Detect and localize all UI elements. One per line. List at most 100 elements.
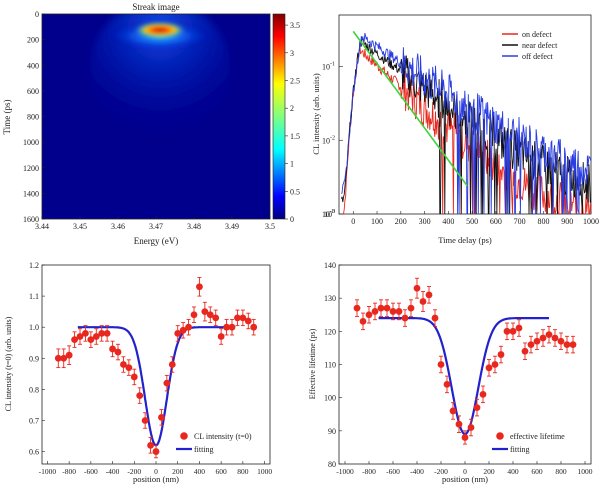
data-point — [130, 373, 138, 381]
streak-x-label: Energy (eV) — [134, 236, 179, 246]
lifetime-y-label: Effective lifetime (ps) — [308, 328, 317, 399]
intensity-panel: -1000 -800 -600 -400 -200 0 200 400 600 800 1000 0… — [4, 261, 272, 484]
data-point — [244, 317, 252, 325]
data-point — [491, 361, 499, 368]
x-tick-label: 600 — [531, 467, 543, 476]
data-point — [185, 323, 192, 331]
x-tick-label: 3.44 — [35, 222, 49, 231]
data-point — [419, 298, 427, 305]
legend-marker-cl-intensity — [180, 432, 188, 440]
streak-x-ticks: 3.44 3.45 3.46 3.47 3.48 3.49 3.5 — [35, 216, 275, 231]
streak-panel: Streak image 3.44 3.45 3.46 3.47 3.48 3.49 3.5… — [2, 2, 300, 246]
colorbar-tick-label: 3 — [290, 49, 294, 58]
data-point — [455, 420, 463, 428]
x-tick-label: 3.49 — [225, 222, 239, 231]
x-tick-label: 3.48 — [187, 222, 201, 231]
x-tick-label: 3.5 — [265, 222, 275, 231]
intensity-y-ticks: 0.6 0.7 0.8 0.9 1.0 1.1 1.2 — [29, 261, 45, 457]
data-point — [114, 348, 122, 356]
data-point — [109, 345, 116, 353]
data-point — [136, 392, 144, 399]
data-point — [503, 327, 511, 335]
colorbar-tick-label: 0 — [290, 215, 294, 224]
data-point — [359, 317, 367, 325]
data-point — [65, 351, 73, 359]
y-tick-exponent: -2 — [330, 135, 335, 141]
x-tick-label: 3.47 — [149, 222, 163, 231]
data-point — [353, 304, 361, 312]
data-point — [71, 336, 78, 344]
streak-y-label: Time (ps) — [2, 100, 12, 135]
y-tick-label: 1400 — [23, 189, 39, 198]
x-tick-label: 0 — [154, 467, 158, 476]
y-tick-label: 80 — [328, 460, 336, 469]
data-point — [413, 284, 421, 292]
data-point — [250, 323, 258, 331]
decay-y-ticks: 10-3 10-2 10-1 100 — [322, 62, 343, 219]
data-point — [539, 334, 547, 342]
data-point — [497, 351, 505, 358]
data-point — [120, 361, 127, 368]
y-tick-label: 400 — [27, 61, 39, 70]
y-tick-label: 110 — [324, 361, 336, 370]
decay-series-off-defect — [341, 32, 591, 214]
x-tick-label: -1000 — [336, 467, 354, 476]
intensity-plot-area — [54, 276, 258, 459]
x-tick-label: -800 — [62, 467, 76, 476]
y-tick-label: 130 — [324, 294, 336, 303]
data-point — [98, 330, 106, 337]
legend-label-fitting: fitting — [194, 445, 214, 454]
x-tick-label: -200 — [127, 467, 141, 476]
y-tick-label: 140 — [324, 261, 336, 270]
data-point — [467, 424, 475, 431]
data-point — [449, 407, 457, 415]
data-point — [179, 326, 187, 334]
x-tick-label: 800 — [537, 217, 549, 226]
data-point — [92, 333, 100, 340]
data-point — [395, 308, 403, 315]
x-tick-label: -1000 — [39, 467, 57, 476]
y-tick-label: 90 — [328, 427, 336, 436]
data-point — [515, 324, 523, 332]
decay-plot-area — [340, 30, 591, 214]
data-point — [206, 311, 214, 319]
x-tick-label: 3.45 — [73, 222, 87, 231]
data-point — [152, 448, 160, 455]
data-point — [431, 314, 439, 322]
x-tick-label: 600 — [490, 217, 502, 226]
x-tick-label: -200 — [434, 467, 448, 476]
data-point — [509, 327, 517, 335]
data-point — [527, 341, 535, 348]
data-point — [212, 314, 220, 322]
data-point — [401, 314, 409, 322]
data-point — [239, 314, 247, 322]
data-point — [158, 413, 165, 421]
data-point — [168, 361, 176, 368]
colorbar-tick-label: 1.5 — [290, 132, 300, 141]
data-point — [365, 311, 373, 319]
colorbar-tick-label: 0.5 — [290, 187, 300, 196]
data-point — [461, 434, 469, 441]
data-point — [563, 341, 571, 348]
y-tick-exponent: -3 — [330, 209, 335, 215]
lifetime-legend: effective lifetime fitting — [492, 432, 565, 454]
y-tick-label: 1.1 — [29, 292, 39, 301]
x-tick-label: 600 — [216, 467, 228, 476]
x-tick-label: 400 — [442, 217, 454, 226]
data-point — [443, 381, 451, 388]
y-tick-label: 0 — [35, 10, 39, 19]
y-tick-label: 1.0 — [29, 323, 39, 332]
decay-x-label: Time delay (ps) — [438, 235, 492, 245]
y-tick-label: 0.9 — [29, 354, 39, 363]
y-tick-label: 600 — [27, 87, 39, 96]
data-point — [377, 304, 385, 312]
x-tick-label: 1000 — [583, 217, 599, 226]
x-tick-label: -400 — [106, 467, 120, 476]
intensity-y-label: CL intensity (t=0) (arb. units) — [4, 316, 13, 411]
data-point — [383, 304, 391, 312]
data-point — [228, 323, 236, 331]
decay-panel: 0 100 200 300 400 500 600 700 800 900 1000 10-310-… — [311, 14, 599, 245]
data-point — [234, 314, 241, 322]
streak-heatmap — [42, 14, 270, 219]
x-tick-label: -600 — [84, 467, 98, 476]
